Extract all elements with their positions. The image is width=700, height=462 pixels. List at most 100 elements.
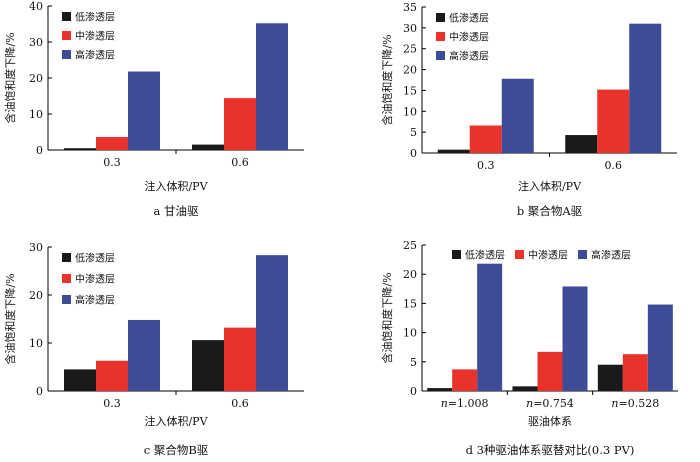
y-tick-label: 0	[410, 385, 417, 398]
legend-swatch	[436, 51, 445, 60]
legend-label: 高渗透层	[75, 294, 115, 307]
legend-label: 高渗透层	[591, 249, 631, 262]
legend-swatch	[62, 253, 71, 262]
x-tick-label: n=0.528	[611, 397, 659, 410]
legend-label: 低渗透层	[449, 12, 489, 25]
legend: 低渗透层 中渗透层 高渗透层	[452, 249, 631, 262]
y-tick-label: 20	[29, 289, 43, 302]
bar	[96, 360, 128, 391]
bar	[512, 386, 538, 391]
x-axis-title: 驱油体系	[528, 414, 572, 428]
y-tick-label: 30	[403, 22, 417, 35]
x-axis-title: 注入体积/PV	[518, 179, 582, 193]
bar	[629, 23, 662, 153]
bar	[452, 369, 478, 391]
y-tick-label: 10	[29, 337, 43, 350]
legend-label: 高渗透层	[449, 50, 489, 63]
panel-caption: d 3种驱油体系驱替对比(0.3 PV)	[466, 443, 635, 457]
bar	[562, 286, 588, 391]
bar	[597, 364, 623, 391]
x-tick-label: n=0.754	[526, 397, 574, 410]
y-axis-title: 含油饱和度下降/%	[3, 32, 17, 123]
legend-swatch	[515, 250, 524, 259]
y-tick-label: 40	[29, 0, 43, 13]
panel-caption: a 甘油驱	[153, 204, 199, 218]
x-tick-label: 0.3	[103, 397, 121, 410]
y-tick-label: 0	[36, 385, 43, 398]
y-axis-title: 含油饱和度下降/%	[380, 34, 394, 125]
legend-swatch	[62, 12, 71, 21]
x-tick-label: 0.6	[605, 159, 623, 172]
y-tick-label: 15	[403, 84, 417, 97]
legend-label: 低渗透层	[75, 252, 115, 265]
chart-panel-a: 0 10 20 30 40 0.3 0.6 含油饱和度下降/% 注入体积/PV 低渗透层中渗透层高…	[3, 0, 304, 218]
bar	[96, 137, 128, 150]
legend-swatch	[436, 32, 445, 41]
y-tick-label: 20	[403, 268, 417, 281]
legend-label: 低渗透层	[465, 249, 505, 262]
y-tick-label: 5	[410, 356, 417, 369]
y-tick-label: 10	[29, 108, 43, 121]
x-axis-title: 注入体积/PV	[144, 179, 208, 193]
chart-panel-d: 0 5 10 15 20 25 n=1.008 n=0.754 n=0.528 含油饱和度下降/%…	[380, 239, 678, 457]
legend-label: 中渗透层	[75, 30, 115, 43]
bar	[597, 89, 630, 153]
legend-swatch	[62, 50, 71, 59]
legend-swatch	[62, 31, 71, 40]
chart-panel-b: 0 5 10 15 20 25 30 35 0.3 0.6 含油饱和度下降/% 注入体积/PV 低渗透层…	[380, 1, 677, 218]
legend-swatch	[452, 250, 461, 259]
chart-panel-c: 0 10 20 30 0.3 0.6 含油饱和度下降/% 注入体积/PV 低渗透层中渗透层高渗透…	[3, 241, 304, 457]
y-tick-label: 25	[403, 239, 417, 252]
bar	[128, 71, 160, 150]
legend-label: 低渗透层	[75, 11, 115, 24]
bar	[469, 125, 502, 153]
bar	[622, 354, 648, 391]
x-tick-label: n=1.008	[441, 397, 489, 410]
y-tick-label: 25	[403, 43, 417, 56]
y-axis-title: 含油饱和度下降/%	[380, 272, 394, 363]
x-tick-label: 0.3	[103, 156, 121, 169]
legend-label: 高渗透层	[75, 49, 115, 62]
bar	[477, 263, 503, 391]
bar	[192, 340, 224, 391]
y-tick-label: 20	[29, 72, 43, 85]
y-tick-label: 30	[29, 36, 43, 49]
legend-swatch	[436, 13, 445, 22]
bar	[64, 148, 96, 150]
panel-caption: b 聚合物A驱	[517, 204, 583, 218]
bar	[256, 255, 288, 391]
legend-label: 中渗透层	[449, 31, 489, 44]
bar	[224, 327, 256, 391]
bar	[224, 98, 256, 150]
x-tick-label: 0.3	[477, 159, 495, 172]
y-tick-label: 15	[403, 297, 417, 310]
y-tick-label: 0	[410, 147, 417, 160]
y-tick-label: 10	[403, 327, 417, 340]
bar	[647, 304, 673, 391]
bar	[537, 351, 563, 391]
bar	[501, 78, 534, 153]
legend-label: 中渗透层	[75, 273, 115, 286]
bar	[565, 135, 598, 153]
bar	[437, 149, 470, 153]
legend-swatch	[62, 295, 71, 304]
y-tick-label: 5	[410, 126, 417, 139]
bar	[64, 369, 96, 391]
legend-label: 中渗透层	[528, 249, 568, 262]
y-axis-title: 含油饱和度下降/%	[3, 273, 17, 364]
panel-caption: c 聚合物B驱	[144, 443, 209, 457]
y-tick-label: 10	[403, 105, 417, 118]
y-tick-label: 20	[403, 64, 417, 77]
y-tick-label: 30	[29, 241, 43, 254]
x-tick-label: 0.6	[231, 397, 249, 410]
legend-swatch	[578, 250, 587, 259]
bar	[192, 144, 224, 150]
bar	[256, 23, 288, 151]
x-tick-label: 0.6	[231, 156, 249, 169]
bar	[427, 388, 453, 391]
y-tick-label: 0	[36, 144, 43, 157]
